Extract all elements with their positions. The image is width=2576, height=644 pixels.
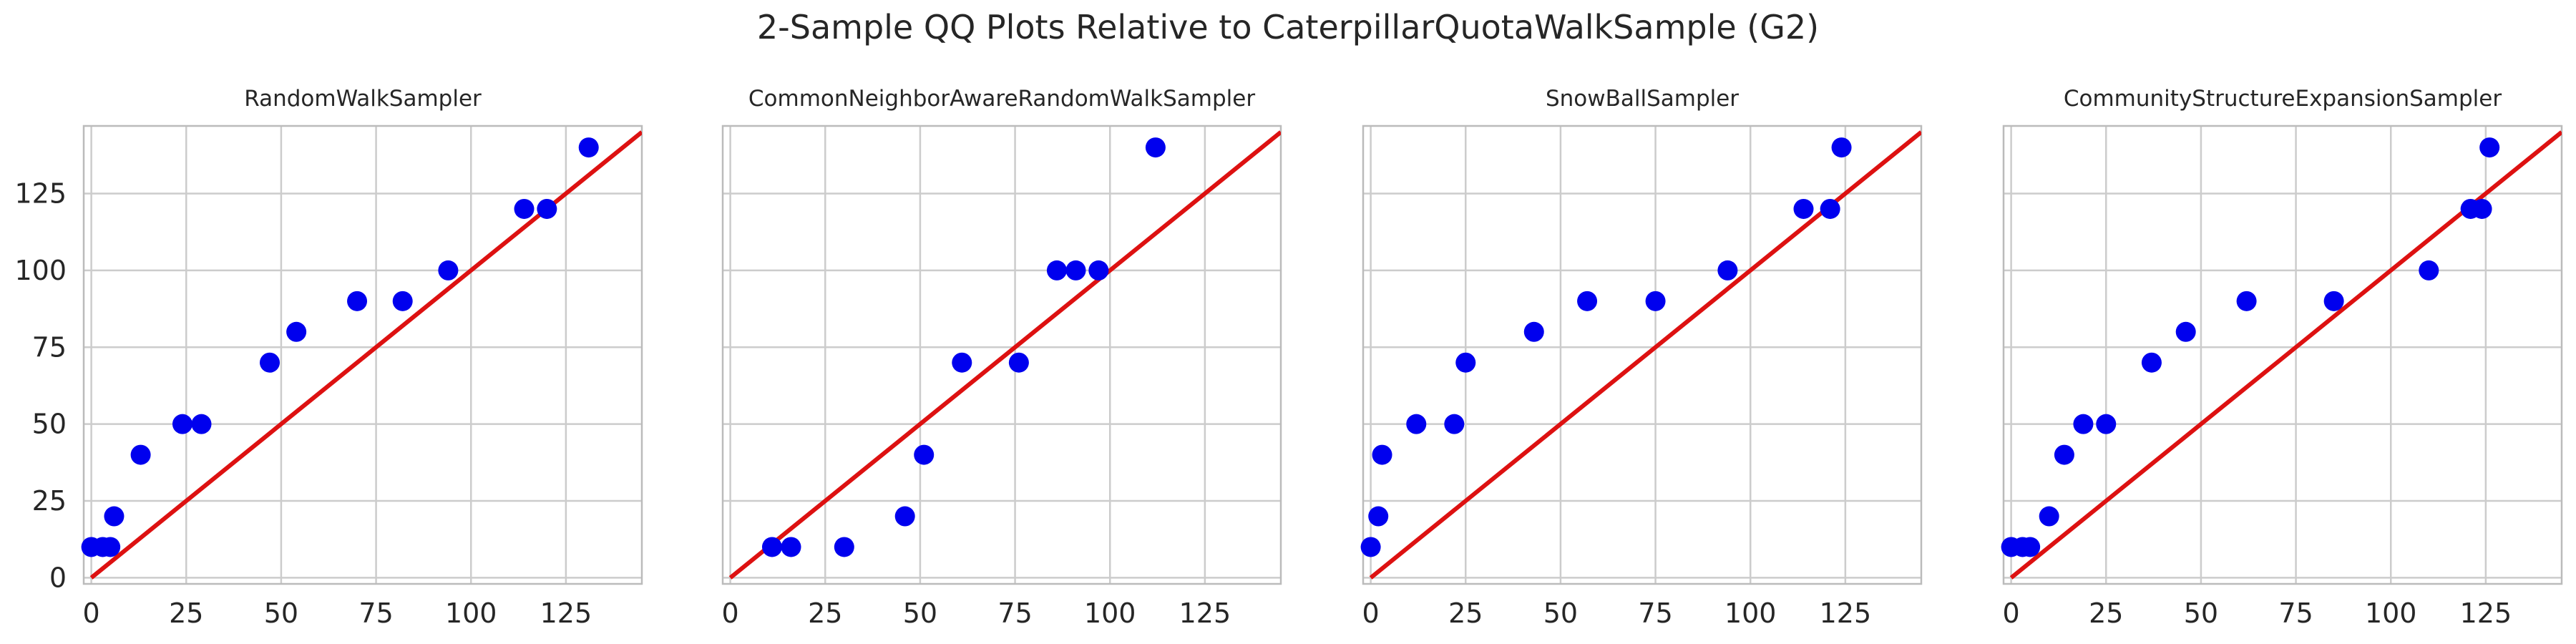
qq-point	[286, 321, 307, 342]
qq-point	[2472, 198, 2492, 219]
x-tick-label: 125	[1179, 597, 1231, 629]
x-tick-label: 125	[540, 597, 592, 629]
qq-point	[2096, 414, 2117, 434]
qq-point	[894, 506, 915, 527]
x-tick-label: 0	[1362, 597, 1380, 629]
axes-frame	[2002, 125, 2563, 585]
axes-frame	[82, 125, 643, 585]
x-tick-label: 75	[1638, 597, 1672, 629]
qq-point	[1444, 414, 1465, 434]
qq-point	[2073, 414, 2094, 434]
y-tick-label: 50	[32, 409, 67, 440]
subplot-4: CommunityStructureExpansionSampler 0 25 50 7…	[2001, 86, 2563, 629]
x-tick-label: 50	[903, 597, 937, 629]
subplot-title: RandomWalkSampler	[244, 86, 482, 112]
qq-point	[1372, 444, 1392, 465]
qq-point	[2020, 537, 2041, 557]
x-tick-label: 75	[2278, 597, 2313, 629]
qq-point	[172, 414, 192, 434]
x-tick-label: 100	[445, 597, 497, 629]
qq-point	[514, 198, 535, 219]
qq-point	[1577, 291, 1598, 311]
y-tick-label: 125	[14, 177, 67, 209]
x-tick-label: 25	[169, 597, 203, 629]
y-tick-label: 100	[14, 255, 67, 286]
y-tick-label: 25	[32, 485, 67, 517]
x-tick-label: 25	[1448, 597, 1483, 629]
axes-frame	[721, 125, 1282, 585]
qq-point	[1523, 321, 1544, 342]
qq-point	[914, 444, 935, 465]
x-tick-label: 50	[264, 597, 298, 629]
qq-point	[100, 537, 121, 557]
qq-point	[1820, 198, 1840, 219]
qq-point	[1360, 537, 1381, 557]
qq-point	[260, 352, 280, 373]
x-tick-label: 0	[722, 597, 739, 629]
qq-point	[104, 506, 125, 527]
qq-point	[2175, 321, 2196, 342]
qq-point	[2236, 291, 2257, 311]
subplot-title: CommunityStructureExpansionSampler	[2064, 86, 2502, 112]
subplot-1: RandomWalkSampler 0 25 50 75 100 125 0 25 50 75 100…	[14, 86, 643, 629]
y-tick-label: 0	[49, 562, 67, 593]
x-tick-label: 75	[358, 597, 393, 629]
qq-point	[834, 537, 854, 557]
subplot-title: SnowBallSampler	[1546, 86, 1739, 112]
qq-point	[761, 537, 782, 557]
qq-point	[438, 260, 459, 280]
reference-line	[728, 130, 1281, 580]
x-tick-label: 100	[1084, 597, 1136, 629]
qq-point	[1793, 198, 1814, 219]
x-tick-label: 0	[83, 597, 100, 629]
qq-point	[578, 137, 599, 158]
qq-point	[537, 198, 557, 219]
y-tick-label: 75	[32, 331, 67, 363]
x-tick-label: 25	[808, 597, 842, 629]
x-tick-label: 125	[1820, 597, 1872, 629]
qq-point	[191, 414, 212, 434]
qq-point	[1088, 260, 1109, 280]
qq-point	[952, 352, 972, 373]
qq-point	[1455, 352, 1476, 373]
qq-point	[347, 291, 368, 311]
axes-frame	[1362, 125, 1923, 585]
qq-point	[1065, 260, 1086, 280]
qq-point	[130, 444, 151, 465]
qq-point	[1645, 291, 1666, 311]
x-tick-label: 50	[2184, 597, 2218, 629]
x-tick-label: 100	[1724, 597, 1777, 629]
qq-point	[2054, 444, 2074, 465]
subplot-title: CommonNeighborAwareRandomWalkSampler	[748, 86, 1255, 112]
qq-point	[781, 537, 801, 557]
x-tick-label: 75	[997, 597, 1032, 629]
figure-title: 2-Sample QQ Plots Relative to Caterpilla…	[757, 8, 1819, 47]
qq-point	[2323, 291, 2344, 311]
qq-point	[392, 291, 413, 311]
qq-point	[2039, 506, 2059, 527]
qq-point	[1717, 260, 1738, 280]
qq-point	[1368, 506, 1389, 527]
subplot-grid: RandomWalkSampler 0 25 50 75 100 125 0 25 50 75 100…	[14, 86, 2563, 629]
subplot-2: CommonNeighborAwareRandomWalkSampler 0 25 5…	[721, 86, 1282, 629]
x-tick-label: 100	[2365, 597, 2417, 629]
qq-point	[1406, 414, 1427, 434]
qq-point	[2419, 260, 2439, 280]
x-tick-label: 50	[1543, 597, 1578, 629]
qq-point	[2479, 137, 2500, 158]
qq-point	[1831, 137, 1852, 158]
qq-point	[1008, 352, 1029, 373]
x-tick-label: 0	[2003, 597, 2020, 629]
x-tick-label: 25	[2089, 597, 2123, 629]
qq-point	[2141, 352, 2162, 373]
qq-point	[1046, 260, 1067, 280]
qq-point	[1145, 137, 1166, 158]
subplot-3: SnowBallSampler 0 25 50 75 100 125	[1360, 86, 1923, 629]
x-tick-label: 125	[2460, 597, 2512, 629]
